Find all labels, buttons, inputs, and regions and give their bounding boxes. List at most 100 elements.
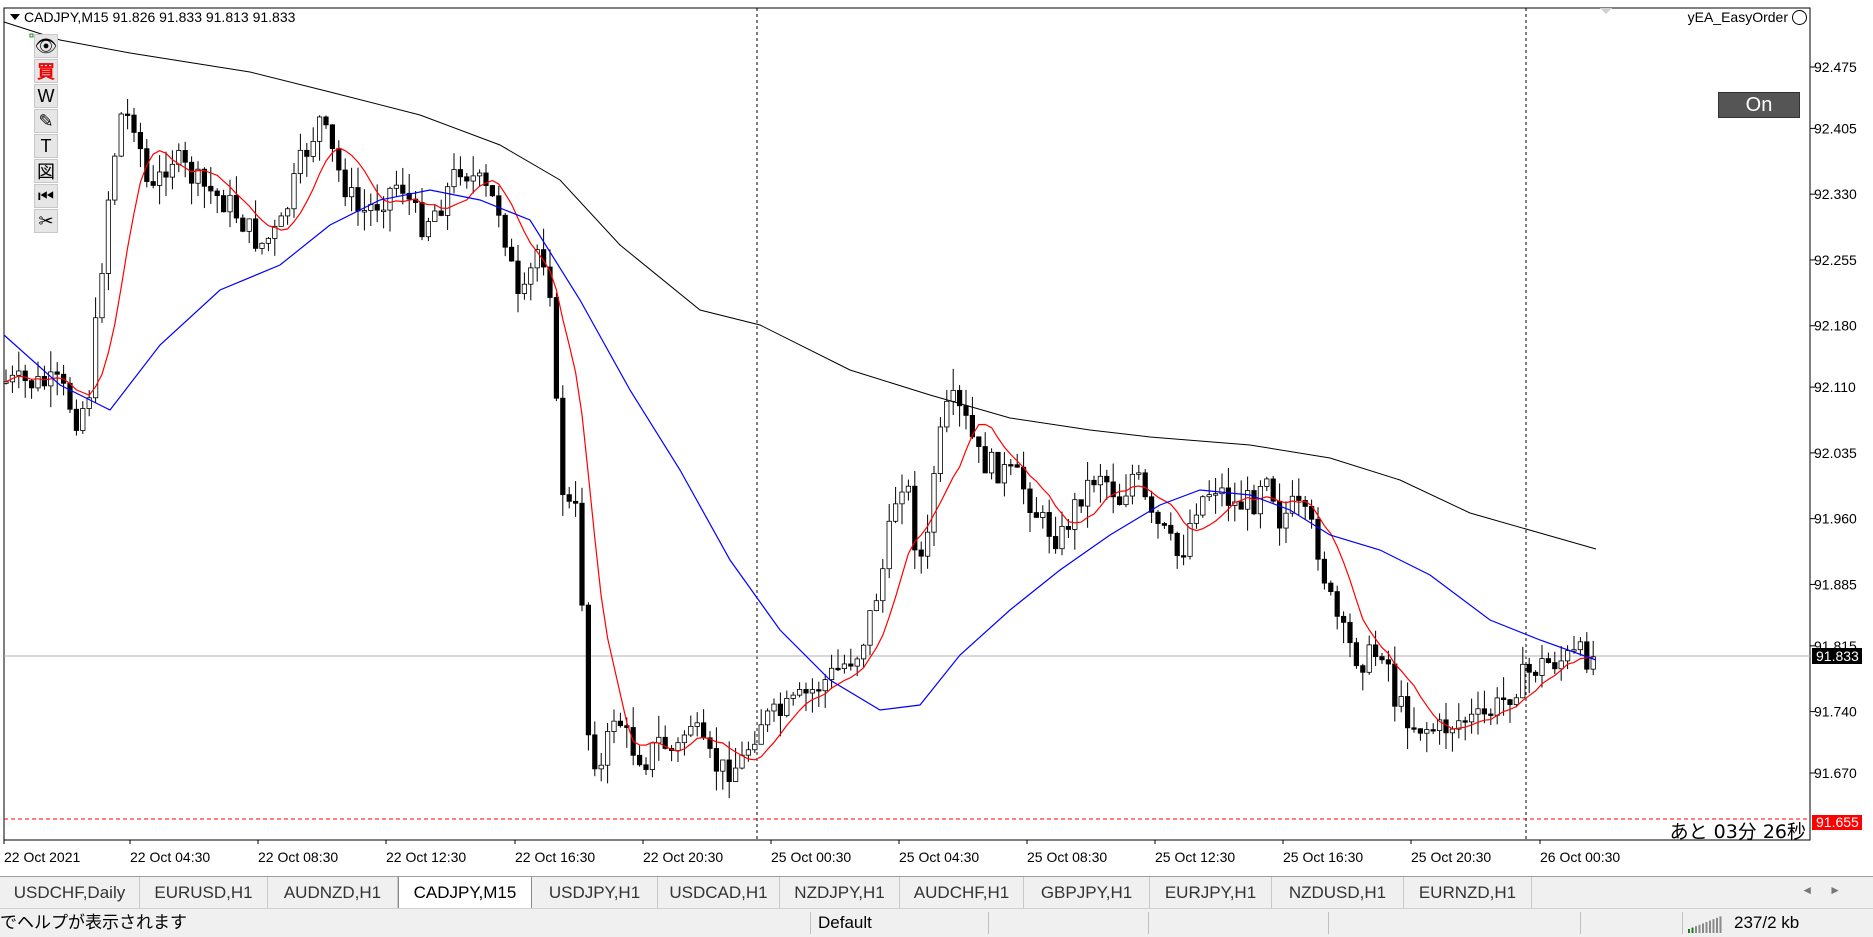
eye-icon[interactable]: 👁 [34, 34, 58, 58]
current-price-label: 91.833 [1816, 648, 1859, 664]
candle-body [1129, 473, 1135, 497]
chart-tab[interactable]: EURUSD,H1 [140, 877, 268, 908]
current-price-tag [1812, 648, 1862, 664]
candle-body [758, 724, 764, 745]
chart-tab[interactable]: AUDCHF,H1 [900, 877, 1024, 908]
rewind-icon[interactable]: ⏮ [34, 184, 58, 208]
dropdown-triangle-icon[interactable] [10, 14, 20, 20]
candle-body [1078, 499, 1084, 507]
candle-body [1053, 536, 1059, 550]
candle-body [1289, 495, 1295, 514]
candle-body [169, 163, 175, 178]
candle-body [1142, 472, 1148, 498]
candle-body [86, 397, 92, 409]
candle-body [233, 194, 239, 219]
chart-tab[interactable]: CADJPY,M15 [398, 877, 532, 909]
candle-body [1424, 729, 1430, 734]
shape-icon[interactable]: 図 [34, 159, 58, 183]
candle-body [227, 194, 233, 213]
drawing-toolbar: 👁 買 W ✎ T 図 ⏮ ✂ [34, 34, 60, 234]
chart-tab[interactable]: USDCAD,H1 [658, 877, 780, 908]
candle-body [649, 742, 656, 770]
candle-body [304, 149, 310, 157]
candle-body [1219, 487, 1225, 495]
status-divider [810, 912, 811, 934]
candle-body [380, 209, 387, 213]
candle-body [1033, 512, 1039, 518]
chart-tab[interactable]: EURNZD,H1 [1404, 877, 1532, 908]
time-axis-label: 25 Oct 16:30 [1283, 849, 1363, 865]
candle-body [937, 426, 944, 474]
time-axis-label: 22 Oct 08:30 [258, 849, 338, 865]
candle-body [214, 190, 220, 197]
candle-body [240, 217, 246, 232]
candle-body [156, 171, 163, 186]
candle-body [201, 168, 207, 187]
chart-tab[interactable]: USDCHF,Daily [0, 877, 140, 908]
chart-tab[interactable]: AUDNZD,H1 [268, 877, 398, 908]
candle-body [22, 370, 28, 382]
candle-body [470, 175, 476, 182]
candle-body [694, 722, 700, 727]
candle-body [1245, 490, 1251, 510]
candle-body [720, 759, 726, 772]
candle-body [1174, 532, 1180, 557]
chart-tab[interactable]: NZDUSD,H1 [1272, 877, 1404, 908]
candle-body [419, 202, 425, 238]
price-chart[interactable]: 92.475 92.405 92.330 92.255 92.180 92.110 92.0… [0, 0, 1873, 876]
price-axis-label: 92.035 [1814, 445, 1857, 461]
plot-frame [3, 7, 1811, 841]
candle-body [1430, 729, 1436, 732]
candle-body [893, 503, 899, 522]
candle-body [1283, 512, 1289, 529]
candle-body [867, 610, 873, 646]
candle-body [3, 381, 9, 384]
ea-on-button[interactable]: On [1718, 92, 1800, 118]
candle-body [918, 549, 924, 557]
candle-body [1264, 478, 1270, 487]
candle-body [841, 663, 848, 669]
tab-scroll-arrows[interactable]: ◄► [1801, 883, 1857, 897]
candle-body [816, 689, 822, 692]
candle-body [1085, 479, 1091, 507]
candle-body [54, 371, 60, 375]
candle-body [745, 749, 752, 756]
candle-body [950, 389, 956, 402]
time-axis-label: 22 Oct 20:30 [643, 849, 723, 865]
candle-body [1097, 475, 1103, 486]
candle-body [1213, 493, 1219, 496]
text-icon[interactable]: T [34, 134, 58, 158]
price-axis-label: 92.180 [1814, 318, 1857, 334]
candle-body [534, 249, 540, 269]
chart-tab[interactable]: USDJPY,H1 [532, 877, 658, 908]
candle-body [483, 172, 489, 186]
candle-body [976, 436, 982, 447]
candle-body [1494, 697, 1500, 716]
candle-body [374, 204, 380, 211]
candle-body [348, 187, 355, 198]
w-icon[interactable]: W [34, 84, 58, 108]
buy-icon[interactable]: 買 [34, 59, 58, 83]
pencil-icon[interactable]: ✎ [34, 109, 58, 133]
scissors-icon[interactable]: ✂ [34, 209, 58, 233]
chart-tab[interactable]: EURJPY,H1 [1150, 877, 1272, 908]
symbol-header: CADJPY,M15 91.826 91.833 91.813 91.833 [10, 9, 295, 25]
connection-status[interactable]: 237/2 kb [1688, 909, 1799, 937]
candle-body [969, 414, 976, 438]
time-axis-label: 22 Oct 12:30 [386, 849, 466, 865]
candle-body [1014, 464, 1020, 468]
candle-body [438, 210, 444, 216]
candle-body [765, 710, 771, 726]
chart-tab[interactable]: GBPJPY,H1 [1024, 877, 1150, 908]
candle-body [752, 743, 758, 751]
candle-body [1584, 641, 1590, 670]
candle-body [521, 283, 528, 294]
chart-window[interactable]: 92.475 92.405 92.330 92.255 92.180 92.110 92.0… [0, 0, 1873, 876]
candle-body [873, 600, 880, 612]
chart-tab[interactable]: NZDJPY,H1 [780, 877, 900, 908]
candle-body [643, 764, 649, 770]
candle-body [547, 266, 553, 298]
candle-body [1027, 488, 1033, 513]
candle-body [701, 722, 707, 739]
candle-body [1481, 708, 1487, 715]
